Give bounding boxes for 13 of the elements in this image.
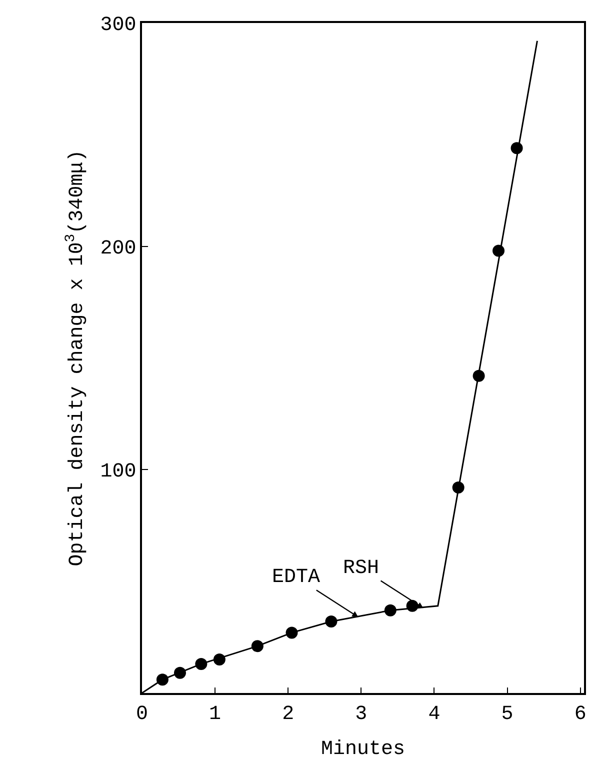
x-tick-label: 0: [136, 702, 148, 726]
x-tick-label: 1: [209, 702, 222, 726]
x-tick-label: 5: [501, 702, 514, 726]
annotation: RSH: [343, 557, 380, 580]
y-tick-label: 100: [100, 460, 136, 484]
x-tick-label: 3: [355, 702, 368, 726]
x-tick-label: 2: [282, 702, 294, 726]
x-axis-title: Minutes: [320, 738, 406, 761]
annotation: EDTA: [272, 566, 320, 589]
x-tick-label: 4: [428, 702, 440, 726]
y-tick-label: 200: [100, 237, 136, 260]
y-tick-label: 300: [100, 14, 136, 37]
x-tick-label: 6: [574, 702, 586, 726]
